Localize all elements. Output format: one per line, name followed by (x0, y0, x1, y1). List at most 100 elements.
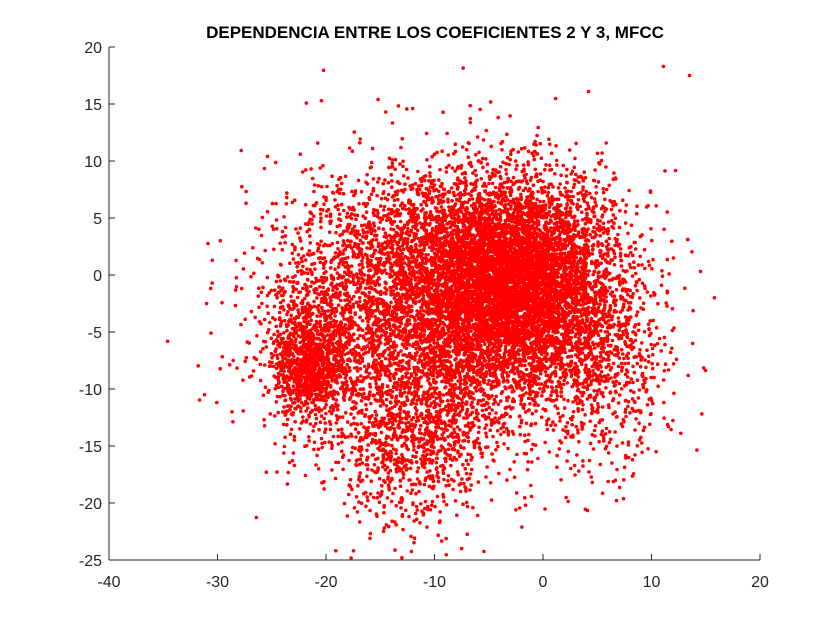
scatter-point (461, 180, 465, 185)
scatter-point (632, 370, 637, 375)
scatter-point (488, 100, 493, 104)
scatter-point (629, 265, 633, 270)
scatter-point (554, 144, 558, 148)
scatter-point (580, 313, 584, 318)
scatter-point (508, 157, 512, 162)
scatter-point (593, 200, 597, 205)
scatter-point (553, 423, 558, 427)
scatter-point (588, 232, 592, 237)
scatter-point (541, 179, 545, 184)
scatter-point (550, 268, 554, 273)
scatter-point (690, 250, 694, 254)
scatter-point (632, 260, 636, 265)
scatter-point (468, 120, 473, 125)
scatter-point (559, 332, 564, 337)
scatter-point (597, 229, 602, 233)
scatter-point (650, 238, 654, 243)
scatter-point (686, 237, 690, 242)
scatter-point (594, 279, 598, 283)
scatter-point (458, 181, 462, 186)
scatter-point (598, 254, 603, 258)
scatter-point (602, 269, 606, 274)
scatter-point (596, 402, 600, 406)
scatter-point (552, 236, 556, 241)
scatter-point (618, 208, 622, 213)
scatter-point (595, 151, 600, 156)
scatter-point (538, 236, 543, 240)
scatter-point (612, 310, 617, 314)
scatter-point (640, 281, 645, 286)
scatter-point (555, 394, 560, 398)
scatter-point (585, 248, 589, 252)
scatter-point (631, 253, 635, 258)
scatter-point (617, 276, 621, 280)
scatter-point (628, 250, 633, 255)
scatter-point (507, 162, 511, 167)
scatter-point (565, 210, 569, 214)
scatter-point (565, 355, 570, 359)
scatter-point (593, 168, 597, 172)
scatter-point (543, 185, 547, 189)
scatter-point (533, 167, 538, 172)
scatter-point (583, 176, 588, 180)
scatter-point (530, 411, 535, 416)
scatter-point (609, 247, 614, 251)
scatter-point (506, 380, 510, 384)
scatter-point (530, 151, 534, 155)
scatter-point (524, 179, 529, 183)
scatter-point (522, 173, 526, 178)
scatter-point (536, 179, 540, 183)
scatter-point (572, 214, 577, 219)
scatter-point (569, 189, 573, 194)
scatter-point (493, 185, 498, 190)
scatter-point (538, 386, 542, 391)
scatter-point (624, 203, 629, 207)
scatter-point (541, 199, 546, 204)
scatter-point (576, 222, 580, 227)
scatter-point (509, 188, 514, 192)
scatter-point (546, 190, 551, 195)
scatter-point (553, 172, 557, 176)
scatter-point (670, 239, 674, 243)
scatter-point (409, 229, 413, 234)
scatter-point (532, 157, 536, 162)
scatter-point (539, 156, 544, 160)
scatter-point (601, 187, 606, 191)
scatter-point (549, 219, 553, 224)
scatter-point (504, 195, 508, 199)
scatter-point (591, 247, 595, 252)
scatter-point (594, 191, 599, 195)
scatter-point (612, 171, 616, 175)
scatter-point (591, 178, 596, 183)
scatter-point (591, 206, 596, 211)
scatter-point (565, 459, 569, 463)
scatter-point (562, 251, 567, 256)
scatter-point (637, 296, 642, 300)
scatter-point (514, 167, 518, 171)
scatter-point (544, 215, 549, 220)
scatter-points (165, 64, 717, 560)
scatter-point (574, 172, 578, 177)
scatter-point (481, 138, 486, 142)
scatter-point (581, 292, 586, 296)
scatter-point (573, 279, 577, 283)
scatter-point (578, 251, 582, 256)
scatter-point (629, 223, 634, 227)
scatter-point (546, 236, 551, 240)
scatter-point (547, 163, 552, 168)
scatter-point (556, 186, 561, 190)
scatter-point (581, 187, 585, 192)
scatter-point (546, 229, 550, 234)
scatter-point (534, 210, 539, 214)
scatter-point (604, 245, 609, 249)
scatter-point (607, 183, 611, 188)
scatter-point (436, 201, 441, 206)
scatter-point (603, 197, 607, 202)
scatter-point (568, 209, 573, 214)
scatter-point (599, 249, 603, 253)
scatter-point (598, 299, 603, 303)
scatter-point (634, 271, 638, 276)
scatter-point (571, 194, 575, 199)
scatter-point (632, 266, 637, 270)
